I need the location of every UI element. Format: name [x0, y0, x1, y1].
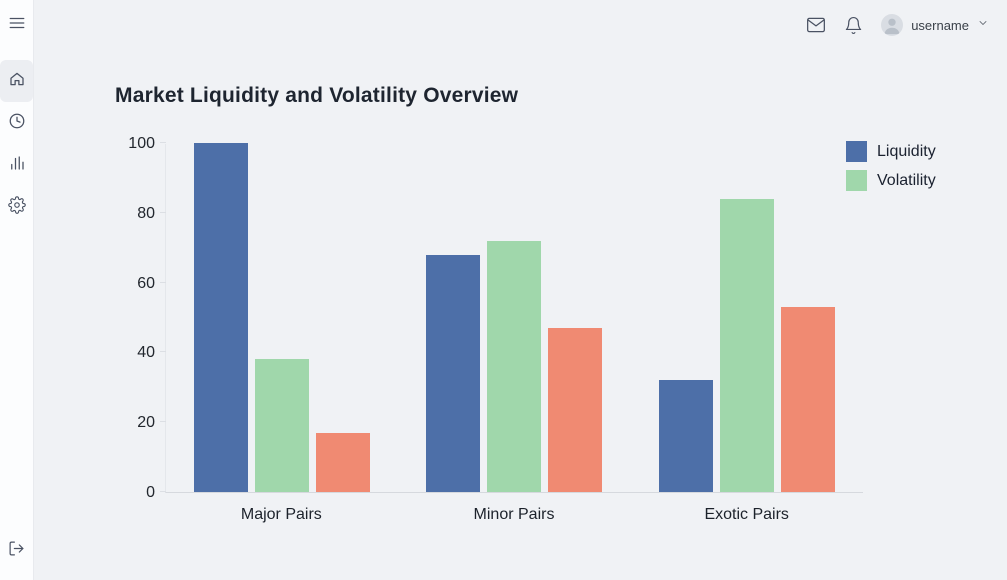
legend-item: Liquidity	[846, 141, 936, 162]
bell-icon[interactable]	[844, 16, 863, 35]
y-tick-label: 100	[128, 135, 155, 152]
mail-icon[interactable]	[806, 15, 826, 35]
hamburger-menu-icon[interactable]	[8, 14, 26, 32]
y-tick-label: 40	[137, 344, 155, 362]
legend-label: Volatility	[877, 171, 936, 189]
bar-group	[194, 143, 371, 492]
y-tick-mark	[160, 281, 166, 283]
bar-chart-plot	[160, 142, 863, 493]
sidebar-nav	[0, 60, 33, 228]
bar[interactable]	[194, 143, 249, 492]
user-menu[interactable]: username	[881, 14, 989, 36]
bar-group	[426, 144, 603, 492]
bar[interactable]	[426, 254, 481, 492]
x-axis-category-label: Minor Pairs	[473, 506, 555, 523]
y-axis: 0 20 40 60 80 100	[93, 136, 155, 501]
bar[interactable]	[658, 380, 713, 492]
sidebar-item-settings[interactable]	[0, 186, 33, 228]
logout-button[interactable]	[8, 540, 25, 562]
bar[interactable]	[548, 327, 603, 492]
y-tick-label: 80	[137, 204, 155, 222]
sidebar-item-analytics[interactable]	[0, 144, 33, 186]
y-tick-label: 60	[137, 274, 155, 292]
chevron-down-icon	[977, 16, 989, 34]
y-tick-mark	[160, 421, 166, 423]
legend-label: Liquidity	[877, 142, 936, 160]
bar-group	[658, 144, 835, 492]
gear-icon	[7, 195, 26, 219]
home-icon	[8, 70, 26, 93]
legend-swatch	[846, 141, 867, 162]
legend-swatch	[846, 170, 867, 191]
x-axis-category-label: Major Pairs	[240, 506, 322, 523]
bar[interactable]	[316, 432, 371, 492]
y-tick-mark	[160, 142, 166, 143]
bar-chart-icon	[8, 154, 26, 177]
bar[interactable]	[255, 359, 310, 492]
clock-icon	[8, 112, 26, 135]
y-tick-label: 0	[146, 484, 155, 501]
y-tick-mark	[160, 211, 166, 213]
username-label: username	[911, 17, 969, 33]
logout-icon	[8, 540, 25, 562]
y-tick-mark	[160, 351, 166, 353]
sidebar	[0, 0, 34, 580]
bar[interactable]	[487, 240, 542, 492]
x-axis-category-label: Exotic Pairs	[704, 506, 789, 523]
topbar: username	[806, 14, 989, 36]
chart-legend: Liquidity Volatility	[846, 141, 936, 191]
x-axis: Major Pairs Minor Pairs Exotic Pairs	[165, 506, 863, 524]
sidebar-item-history[interactable]	[0, 102, 33, 144]
avatar	[881, 14, 904, 36]
y-tick-mark	[160, 491, 166, 492]
bar[interactable]	[780, 307, 835, 492]
legend-item: Volatility	[846, 170, 936, 191]
bar[interactable]	[719, 198, 774, 492]
y-tick-label: 20	[137, 414, 155, 432]
chart-title: Market Liquidity and Volatility Overview	[115, 84, 519, 107]
sidebar-item-home[interactable]	[0, 60, 33, 102]
